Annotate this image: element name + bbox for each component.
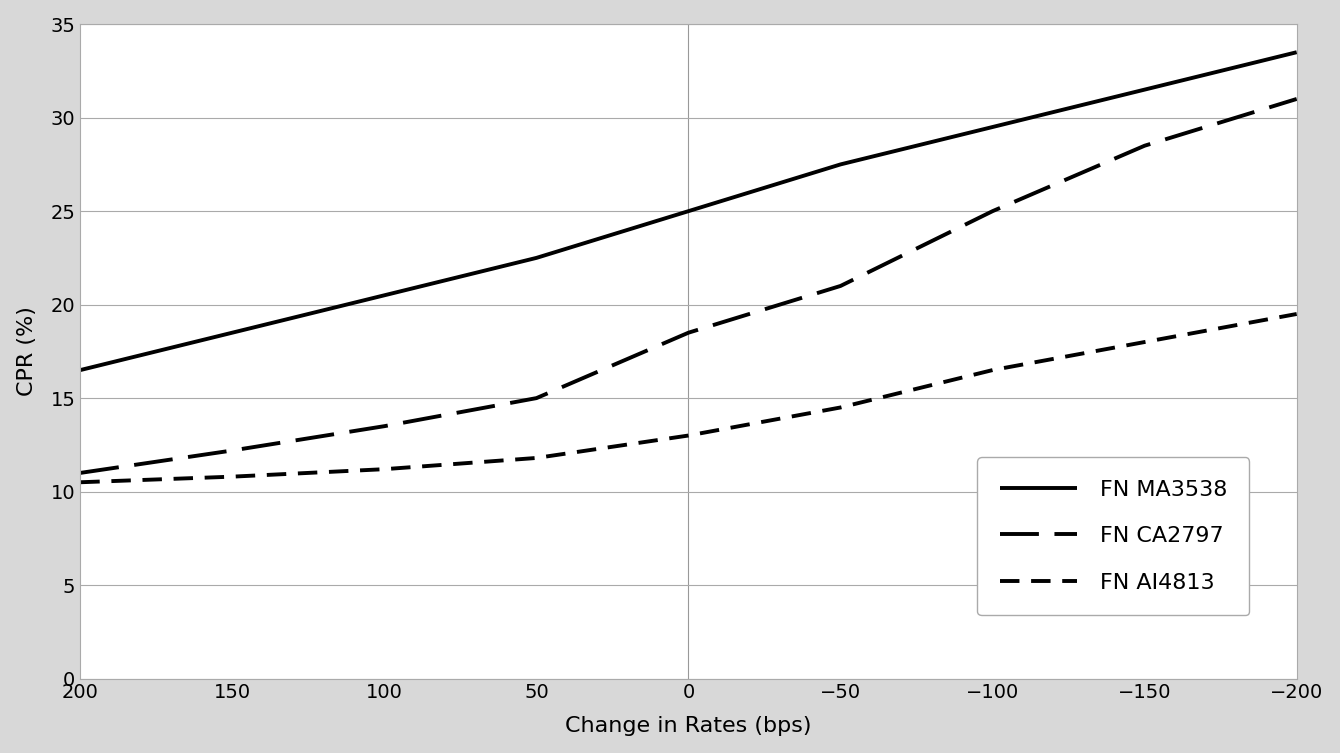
FN AI4813 bbox=[1289, 309, 1305, 319]
FN AI4813 bbox=[681, 431, 697, 440]
FN AI4813 bbox=[72, 477, 88, 486]
Line: FN MA3538: FN MA3538 bbox=[80, 52, 1297, 370]
Line: FN AI4813: FN AI4813 bbox=[80, 314, 1297, 482]
FN AI4813 bbox=[528, 453, 544, 462]
FN MA3538 bbox=[1289, 47, 1305, 56]
Legend: FN MA3538, FN CA2797, FN AI4813: FN MA3538, FN CA2797, FN AI4813 bbox=[977, 457, 1249, 615]
FN AI4813 bbox=[985, 365, 1001, 374]
FN MA3538 bbox=[224, 328, 240, 337]
FN CA2797 bbox=[985, 206, 1001, 215]
X-axis label: Change in Rates (bps): Change in Rates (bps) bbox=[565, 716, 812, 736]
FN MA3538 bbox=[528, 253, 544, 262]
FN MA3538 bbox=[377, 291, 393, 300]
FN MA3538 bbox=[1136, 85, 1152, 94]
FN AI4813 bbox=[224, 472, 240, 481]
Line: FN CA2797: FN CA2797 bbox=[80, 99, 1297, 473]
FN CA2797 bbox=[72, 468, 88, 477]
FN MA3538 bbox=[832, 160, 848, 169]
FN CA2797 bbox=[681, 328, 697, 337]
FN AI4813 bbox=[377, 465, 393, 474]
FN CA2797 bbox=[1136, 141, 1152, 150]
FN CA2797 bbox=[224, 446, 240, 455]
FN CA2797 bbox=[832, 282, 848, 291]
FN MA3538 bbox=[72, 365, 88, 374]
Y-axis label: CPR (%): CPR (%) bbox=[16, 306, 36, 396]
FN CA2797 bbox=[1289, 94, 1305, 103]
FN MA3538 bbox=[681, 206, 697, 215]
FN MA3538 bbox=[985, 123, 1001, 132]
FN AI4813 bbox=[1136, 337, 1152, 346]
FN AI4813 bbox=[832, 403, 848, 412]
FN CA2797 bbox=[377, 422, 393, 431]
FN CA2797 bbox=[528, 394, 544, 403]
